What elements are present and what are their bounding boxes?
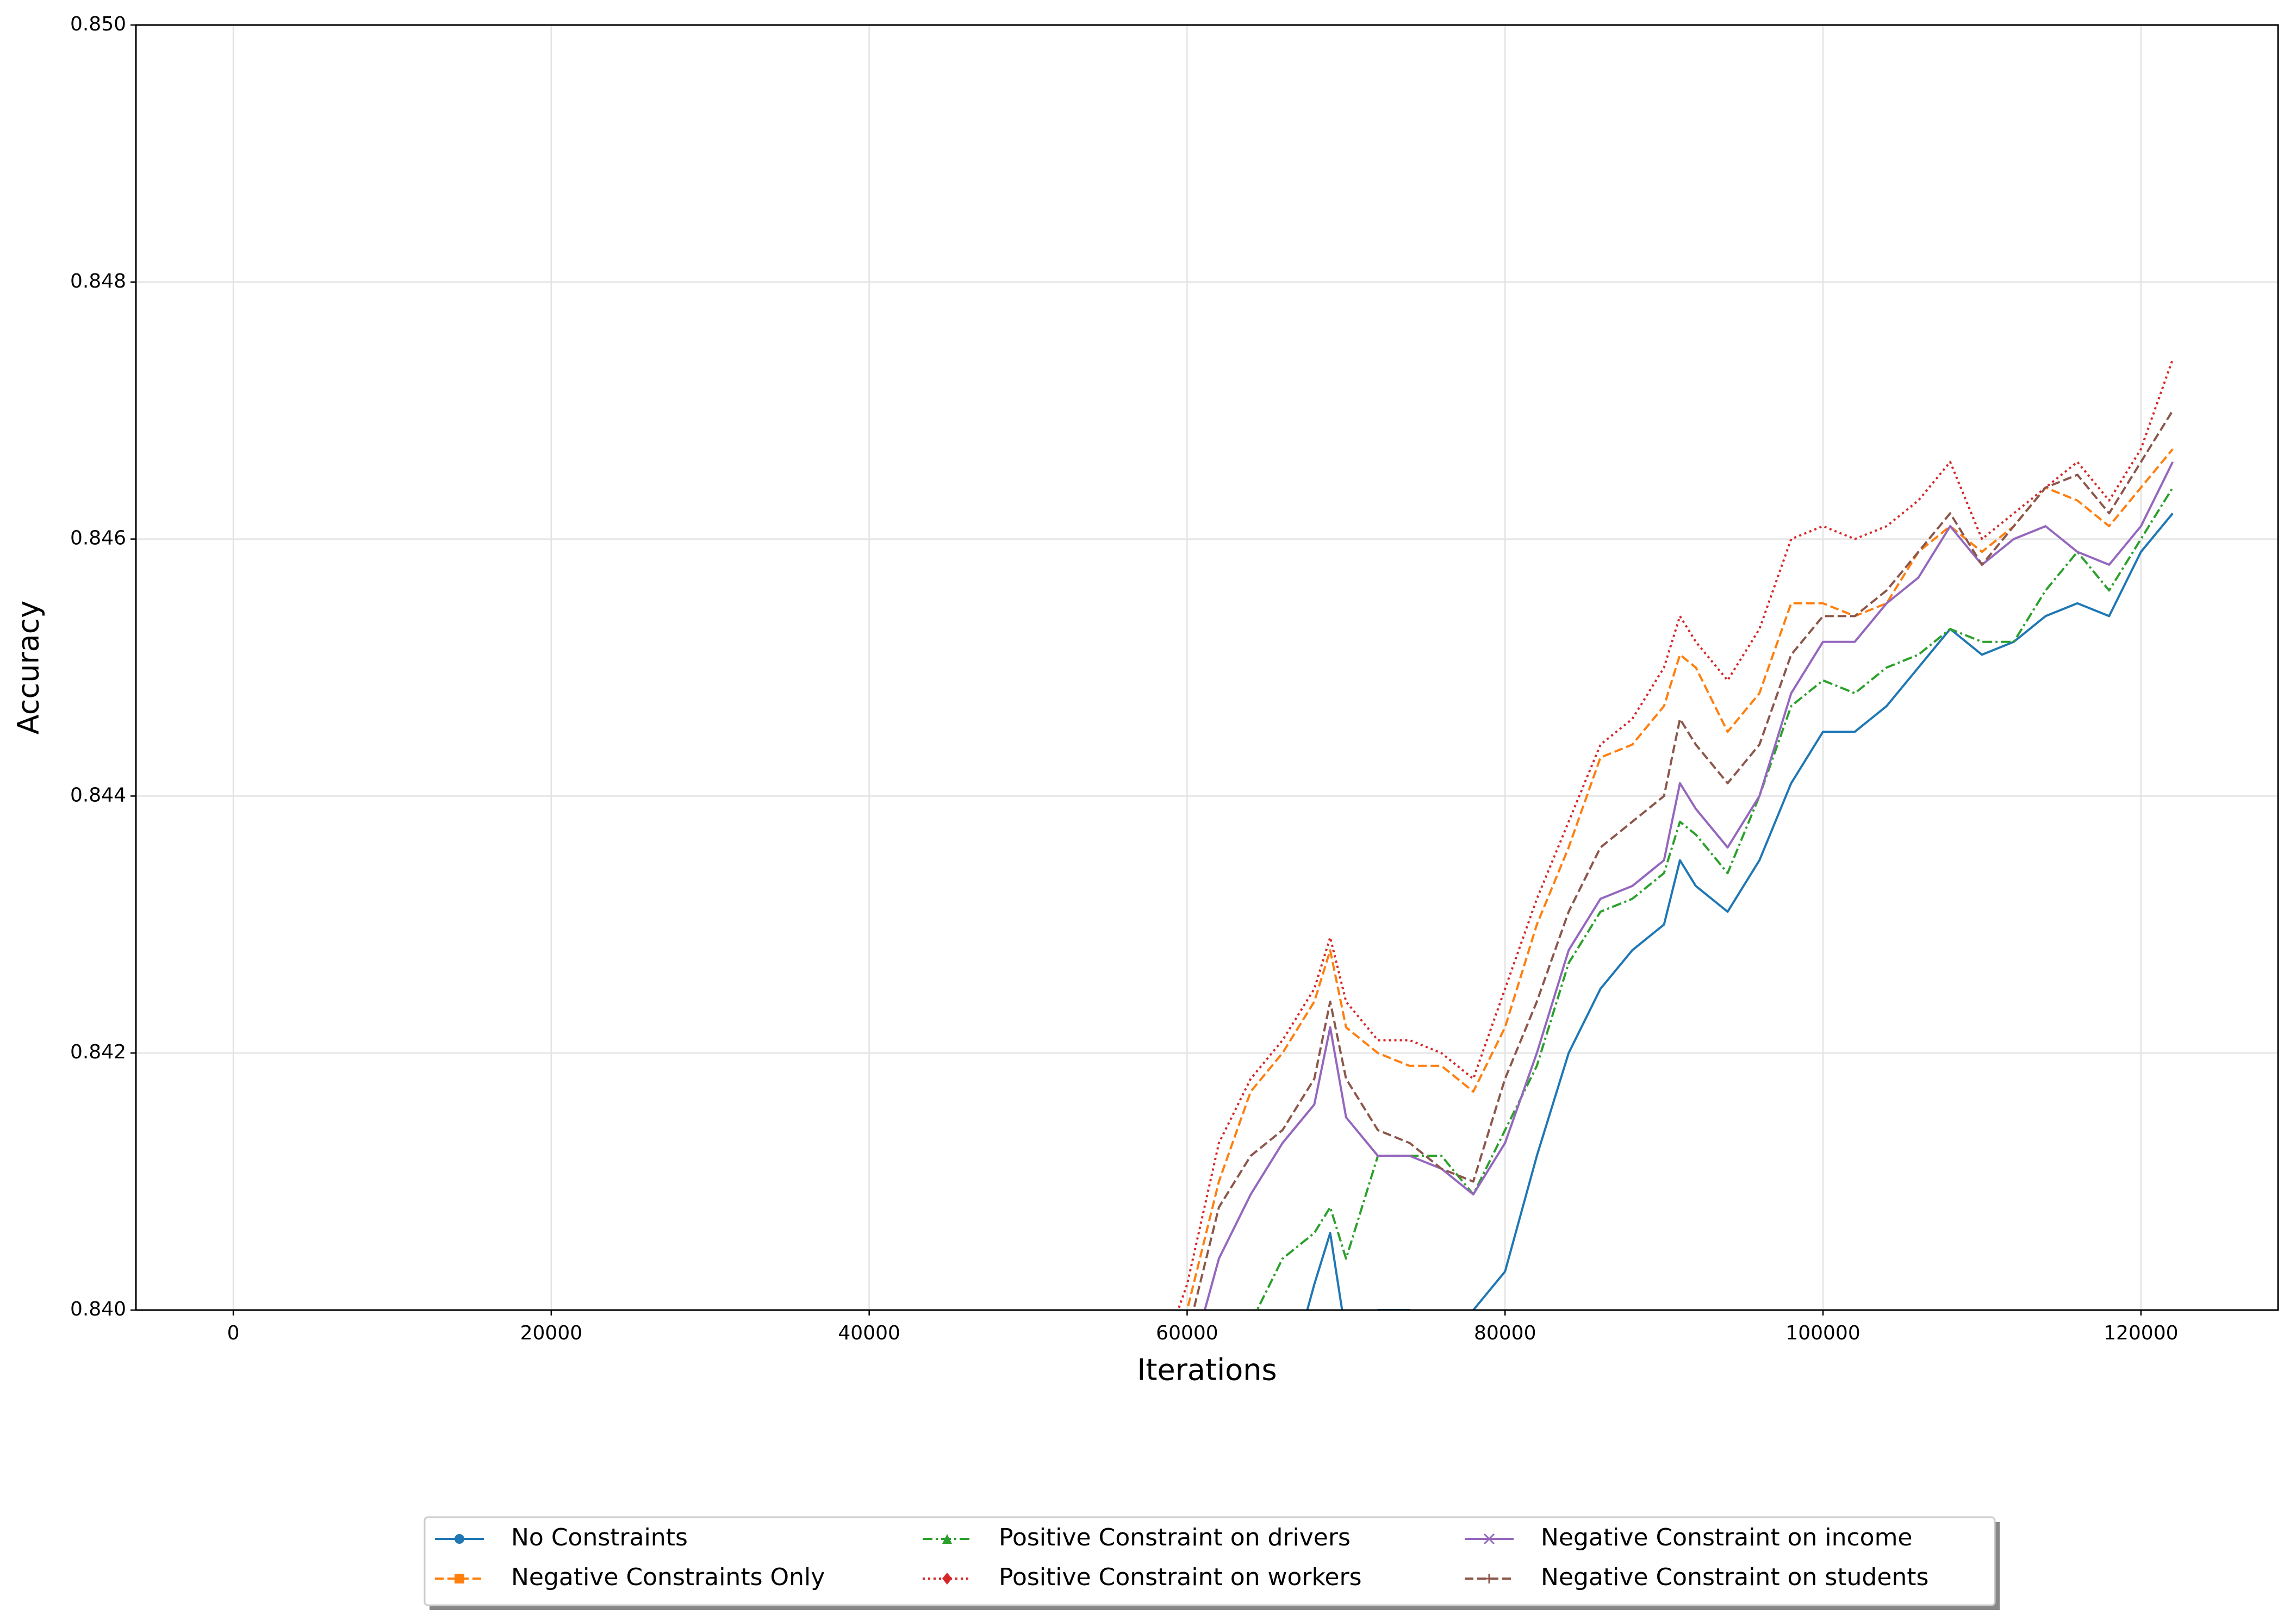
series-line xyxy=(1306,513,2174,1310)
legend: No Constraints Negative Constraints Only P… xyxy=(435,1524,1928,1591)
y-axis-label: Accuracy xyxy=(11,601,46,735)
legend-marker xyxy=(1483,1533,1495,1545)
y-tick-label: 0.844 xyxy=(70,784,126,806)
series-line xyxy=(1255,487,2174,1310)
legend-label: Negative Constraints Only xyxy=(511,1563,825,1591)
legend-label: No Constraints xyxy=(511,1524,688,1551)
x-tick-label: 60000 xyxy=(1156,1322,1218,1344)
x-tick-label: 120000 xyxy=(2104,1322,2178,1344)
series-line xyxy=(1203,461,2174,1310)
plot-frame xyxy=(135,24,2279,1311)
series-line xyxy=(1186,448,2174,1310)
ticks: 0 20000 40000 60000 80000 100000 120000 0.840 0.… xyxy=(70,13,2179,1344)
series-line xyxy=(1192,410,2174,1310)
legend-label: Positive Constraint on workers xyxy=(999,1563,1362,1591)
y-tick-label: 0.846 xyxy=(70,527,126,550)
legend-marker xyxy=(942,1573,952,1585)
legend-marker xyxy=(455,1534,464,1544)
series-line xyxy=(1177,358,2174,1310)
grid xyxy=(136,24,2278,1311)
legend-marker xyxy=(942,1534,952,1544)
legend-label: Positive Constraint on drivers xyxy=(999,1524,1351,1551)
plot-lines xyxy=(1177,358,2174,1310)
y-tick-label: 0.848 xyxy=(70,270,126,292)
x-tick-label: 20000 xyxy=(520,1322,583,1344)
x-tick-label: 0 xyxy=(227,1322,240,1344)
y-tick-label: 0.842 xyxy=(70,1041,126,1063)
x-tick-label: 100000 xyxy=(1785,1322,1860,1344)
legend-label: Negative Constraint on income xyxy=(1541,1524,1913,1551)
x-tick-label: 80000 xyxy=(1474,1322,1536,1344)
y-tick-label: 0.840 xyxy=(70,1298,126,1320)
legend-marker xyxy=(1484,1574,1494,1583)
y-tick-label: 0.850 xyxy=(70,13,126,35)
legend-label: Negative Constraint on students xyxy=(1541,1563,1928,1591)
legend-marker xyxy=(455,1574,464,1583)
x-axis-label: Iterations xyxy=(1137,1353,1277,1387)
legend-box xyxy=(424,1516,1996,1606)
x-tick-label: 40000 xyxy=(838,1322,900,1344)
